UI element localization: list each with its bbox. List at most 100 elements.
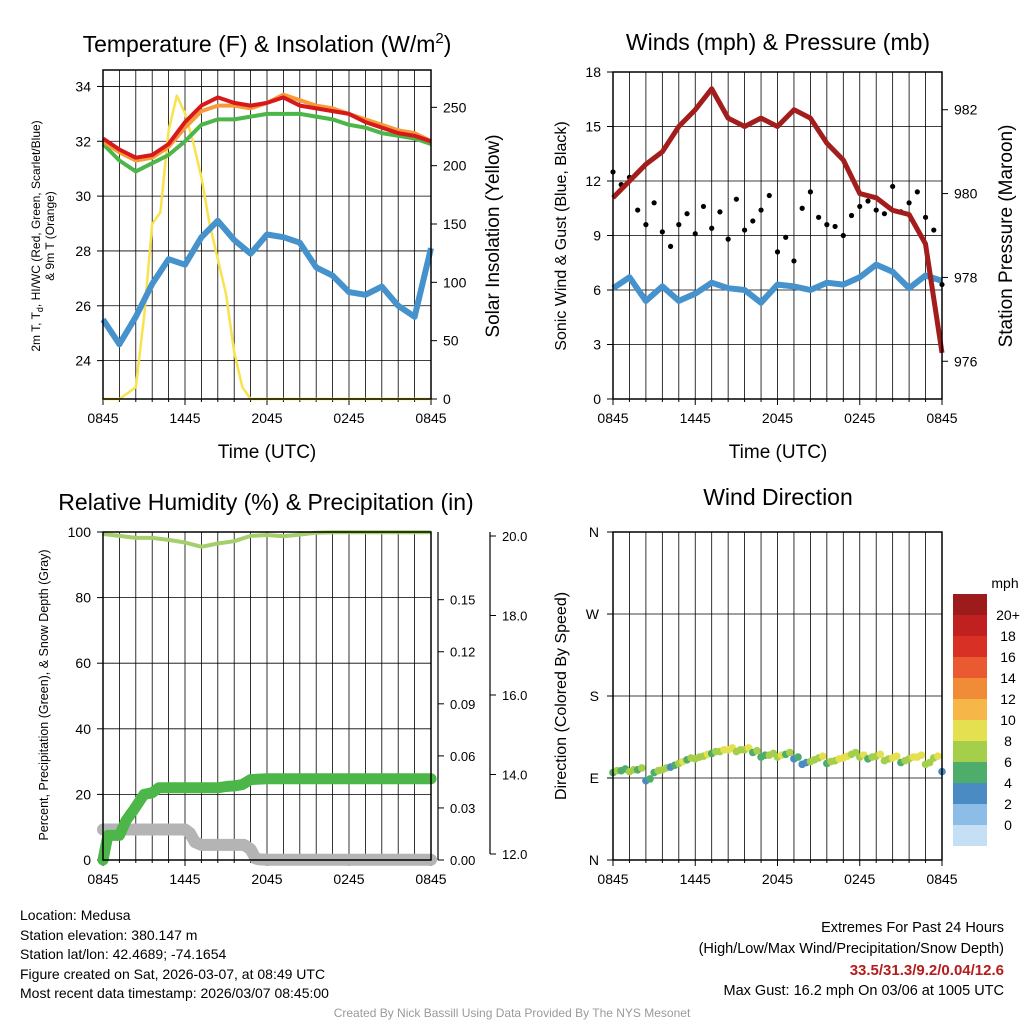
gust-point: [832, 223, 838, 230]
colorbar-label: 10: [1000, 712, 1016, 728]
precip-tick-label: 0.12: [450, 645, 475, 660]
snow-tick-label: 12.0: [502, 847, 527, 862]
humidity-x-tick-label: 0245: [333, 871, 364, 887]
gust-point: [824, 222, 830, 228]
colorbar-label: 12: [1000, 691, 1016, 707]
gust-point: [733, 196, 739, 202]
temperature-x-tick-label: 0845: [415, 410, 446, 426]
max-gust-text: Max Gust: 16.2 mph On 03/06 at 1005 UTC: [723, 983, 1004, 999]
wind-direction-point: [818, 752, 827, 760]
colorbar-label: 2: [1004, 796, 1012, 812]
series-line-station-pressure: [611, 86, 945, 354]
snow-tick-label: 14.0: [502, 768, 527, 783]
wind-direction-point: [876, 750, 885, 759]
winds-x-tick-label: 1445: [680, 410, 711, 426]
credit-text: Created By Nick Bassill Using Data Provi…: [333, 1006, 691, 1020]
temperature-x-tick-label: 0245: [333, 410, 364, 426]
wind-direction-point: [637, 764, 646, 772]
gust-point: [865, 198, 871, 204]
wind-direction-panel-title: Wind Direction: [703, 484, 853, 510]
temperature-x-tick-label: 2045: [251, 410, 282, 426]
colorbar-title: mph: [991, 575, 1018, 591]
colorbar-label: 18: [1000, 628, 1016, 644]
gust-point: [857, 203, 863, 210]
extremes-values: 33.5/31.3/9.2/0.04/12.6: [849, 962, 1004, 979]
snow-tick-label: 20.0: [502, 529, 527, 544]
winds-y-tick-label: 9: [593, 228, 601, 244]
humidity-y-tick-label: 0: [83, 852, 91, 868]
pressure-y-tick-label: 978: [954, 269, 978, 285]
temperature-panel-title: Temperature (F) & Insolation (W/m2): [83, 30, 452, 57]
gust-point: [750, 218, 756, 224]
precip-tick-label: 0.00: [450, 853, 475, 868]
location-text: Location: Medusa: [20, 907, 131, 923]
precip-tick-label: 0.03: [450, 801, 475, 816]
latlon-text: Station lat/lon: 42.4689; -74.1654: [20, 946, 227, 962]
wind-direction-point: [934, 752, 942, 760]
temperature-x-tick-label: 1445: [169, 410, 200, 426]
direction-y-tick-label: N: [589, 524, 599, 540]
winds-plot-frame: [612, 71, 943, 400]
direction-y-tick-label: S: [590, 688, 599, 704]
humidity-y-tick-label: 40: [75, 721, 91, 737]
pressure-y-axis-label: Station Pressure (Maroon): [996, 125, 1017, 348]
winds-x-axis-label: Time (UTC): [729, 442, 828, 463]
gust-point: [931, 227, 937, 233]
colorbar-label: 0: [1004, 817, 1012, 833]
humidity-y-tick-label: 80: [75, 590, 91, 606]
gust-point: [914, 189, 920, 195]
series-line-sonic-wind: [611, 261, 943, 306]
humidity-plot-frame: [102, 531, 432, 861]
direction-y-tick-label: W: [586, 606, 600, 622]
gust-point: [742, 227, 748, 233]
gust-point: [783, 234, 789, 240]
wind-direction-panel: Wind Direction Direction (Colored By Spe…: [553, 484, 1020, 887]
colorbar-swatch: [953, 741, 987, 762]
colorbar-swatch: [953, 636, 987, 657]
winds-y-tick-label: 0: [593, 391, 601, 407]
gust-point: [643, 222, 649, 228]
wind-direction-point: [646, 775, 654, 783]
gust-point: [684, 211, 690, 217]
winds-x-tick-label: 2045: [762, 410, 793, 426]
temperature-x-tick-label: 0845: [87, 410, 118, 426]
series-line-2m-t: [101, 95, 432, 160]
winds-y-tick-label: 18: [585, 64, 601, 80]
direction-x-tick-label: 2045: [762, 871, 793, 887]
temperature-y-tick-label: 24: [75, 353, 91, 369]
direction-x-tick-label: 0845: [597, 871, 628, 887]
humidity-x-tick-label: 2045: [251, 871, 282, 887]
colorbar-label: 8: [1004, 733, 1012, 749]
winds-y-tick-label: 15: [585, 119, 601, 135]
gust-point: [922, 214, 929, 220]
winds-y-axis-label: Sonic Wind & Gust (Blue, Black): [553, 121, 570, 350]
direction-y-tick-label: N: [589, 852, 599, 868]
precip-tick-label: 0.09: [450, 697, 475, 712]
humidity-y-axis-label: Percent, Precipitation (Green), & Snow D…: [37, 549, 51, 840]
humidity-x-tick-label: 0845: [415, 871, 446, 887]
temperature-y-tick-label: 34: [75, 78, 91, 94]
gust-point: [873, 207, 879, 213]
created-text: Figure created on Sat, 2026-03-07, at 08…: [20, 965, 326, 982]
insolation-y-tick-label: 100: [443, 274, 467, 290]
series-line-snow-depth: [97, 823, 437, 866]
gust-point: [881, 211, 888, 217]
direction-plot-frame: [612, 531, 943, 861]
extremes-info: Extremes For Past 24 Hours (High/Low/Max…: [699, 918, 1004, 1002]
colorbar-swatch: [953, 720, 987, 741]
colorbar-swatch: [953, 678, 987, 699]
colorbar-swatch: [953, 804, 987, 825]
temperature-y-tick-label: 32: [75, 133, 91, 149]
colorbar-swatch: [953, 825, 987, 846]
winds-y-tick-label: 3: [593, 337, 601, 353]
gust-point: [774, 249, 781, 255]
gust-point: [807, 189, 814, 195]
humidity-panel-title: Relative Humidity (%) & Precipitation (i…: [58, 489, 473, 515]
humidity-panel: Relative Humidity (%) & Precipitation (i…: [37, 489, 527, 887]
series-line-solar-insolation: [103, 94, 431, 401]
winds-panel: Winds (mph) & Pressure (mb) Time (UTC) S…: [553, 29, 1017, 463]
station-info: Location: Medusa Station elevation: 380.…: [20, 906, 329, 1004]
gust-point: [840, 232, 846, 239]
insolation-y-tick-label: 250: [443, 99, 467, 115]
